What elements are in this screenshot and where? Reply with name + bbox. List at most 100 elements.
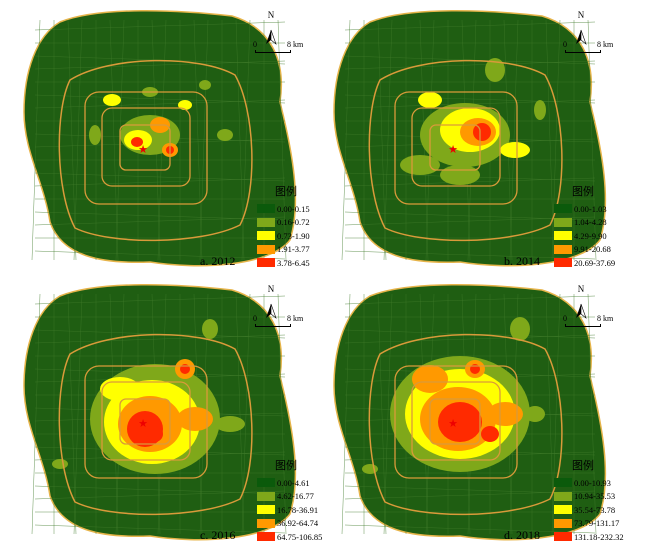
legend-item: 0.00-10.93 xyxy=(554,476,624,490)
legend-swatch xyxy=(554,204,572,214)
legend-swatch xyxy=(554,244,572,254)
ring-road-3 xyxy=(101,107,191,187)
legend-item: 0.00-4.61 xyxy=(257,476,322,490)
panel-caption: b. 2014 xyxy=(504,254,540,268)
legend-label: 16.78-36.91 xyxy=(277,504,319,515)
legend-label: 20.69-37.69 xyxy=(574,257,616,268)
city-center-star-icon: ★ xyxy=(448,144,458,156)
map-panel-4: ★ N 0 8 km 图例 0.00-10.93 10.94-35.53 35.54… xyxy=(310,274,635,548)
legend-label: 0.00-4.61 xyxy=(277,477,310,488)
road-line xyxy=(241,293,251,535)
road-line xyxy=(587,293,597,535)
legend-title: 图例 xyxy=(572,186,594,198)
scale-end: 8 km xyxy=(597,314,614,323)
density-hotspot xyxy=(215,416,245,432)
legend-label: 4.29-9.90 xyxy=(574,230,607,241)
north-label: N xyxy=(267,284,275,294)
road-line xyxy=(344,60,596,70)
road-line xyxy=(383,19,393,261)
scale-start: 0 xyxy=(563,314,567,323)
ring-road-3 xyxy=(411,381,501,461)
density-hotspot xyxy=(400,155,440,175)
legend: 图例 0.00-1.03 1.04-4.28 4.29-9.90 9.91-20.68… xyxy=(554,183,615,270)
legend-swatch xyxy=(554,258,572,268)
ring-road-2 xyxy=(119,398,171,445)
north-label: N xyxy=(267,10,275,20)
density-hotspot xyxy=(473,123,491,141)
ring-road-2 xyxy=(429,124,481,171)
legend-swatch xyxy=(554,491,572,501)
road-line xyxy=(31,19,41,261)
legend-label: 35.54-73.78 xyxy=(574,504,616,515)
ring-road-5 xyxy=(58,333,253,516)
density-hotspot xyxy=(481,426,499,442)
legend-swatch xyxy=(257,217,275,227)
road-line xyxy=(377,293,387,535)
road-line xyxy=(199,19,209,261)
legend-swatch xyxy=(257,231,275,241)
scale-bar: 0 8 km xyxy=(563,40,633,60)
legend-label: 64.75-106.85 xyxy=(277,531,323,542)
density-hotspot xyxy=(485,58,505,82)
legend: 图例 0.00-0.15 0.16-0.72 0.73-1.90 1.91-3.77 3… xyxy=(257,183,310,270)
city-center-star-icon: ★ xyxy=(138,418,148,430)
density-hotspot xyxy=(147,426,163,442)
road-line xyxy=(73,19,83,261)
legend-label: 0.00-10.93 xyxy=(574,477,611,488)
road-line xyxy=(34,334,286,344)
scale-bar: 0 8 km xyxy=(563,314,633,334)
panel-caption: d. 2018 xyxy=(504,528,540,542)
ring-road-5 xyxy=(368,59,563,242)
legend-label: 73.79-131.17 xyxy=(574,518,620,529)
road-line xyxy=(587,19,597,261)
legend-item: 3.78-6.45 xyxy=(257,256,310,270)
north-arrow-icon xyxy=(576,304,581,318)
road-line xyxy=(551,19,561,261)
legend-title: 图例 xyxy=(275,186,297,198)
legend-swatch xyxy=(257,478,275,488)
ring-road-5 xyxy=(58,59,253,242)
road-line xyxy=(34,99,286,109)
legend-swatch xyxy=(257,518,275,528)
road-line xyxy=(341,19,351,261)
scale-end: 8 km xyxy=(287,40,304,49)
legend-title: 图例 xyxy=(275,460,297,472)
road-line xyxy=(34,21,286,31)
legend-label: 0.16-0.72 xyxy=(277,217,310,228)
road-line xyxy=(509,19,519,261)
city-center-star-icon: ★ xyxy=(138,144,148,156)
density-map: ★ xyxy=(333,284,607,541)
legend-item: 4.62-16.77 xyxy=(257,490,322,504)
legend-title: 图例 xyxy=(572,460,594,472)
legend-swatch xyxy=(554,532,572,542)
map-panel-1: ★ N 0 8 km 图例 0.00-0.15 0.16-0.72 0.73-1.9… xyxy=(0,0,325,274)
road-line xyxy=(344,295,596,305)
scale-start: 0 xyxy=(253,40,257,49)
city-center-star-icon: ★ xyxy=(448,418,458,430)
ring-road-2 xyxy=(429,398,481,445)
panel-caption: a. 2012 xyxy=(200,254,236,268)
ring-road-4 xyxy=(84,91,208,205)
legend-item: 73.79-131.17 xyxy=(554,517,624,531)
density-hotspot xyxy=(52,459,68,469)
scale-bar: 0 8 km xyxy=(253,314,323,334)
road-line xyxy=(377,19,387,261)
legend: 图例 0.00-10.93 10.94-35.53 35.54-73.78 73.79… xyxy=(554,457,624,544)
legend-label: 4.62-16.77 xyxy=(277,491,314,502)
density-map: ★ xyxy=(333,10,607,267)
ring-road-2 xyxy=(119,124,171,171)
north-arrow-icon xyxy=(266,30,271,44)
legend-item: 1.91-3.77 xyxy=(257,243,310,257)
density-hotspot xyxy=(534,100,546,120)
density-hotspot xyxy=(418,92,442,108)
legend-item: 35.54-73.78 xyxy=(554,503,624,517)
road-line xyxy=(67,19,77,261)
road-line xyxy=(241,19,251,261)
road-line xyxy=(551,293,561,535)
map-panel-3: ★ N 0 8 km 图例 0.00-4.61 4.62-16.77 16.78-3… xyxy=(0,274,325,548)
north-label: N xyxy=(577,284,585,294)
legend-label: 0.00-1.03 xyxy=(574,203,607,214)
density-hotspot xyxy=(412,365,448,393)
legend-item: 64.75-106.85 xyxy=(257,530,322,544)
density-hotspot xyxy=(103,94,121,106)
